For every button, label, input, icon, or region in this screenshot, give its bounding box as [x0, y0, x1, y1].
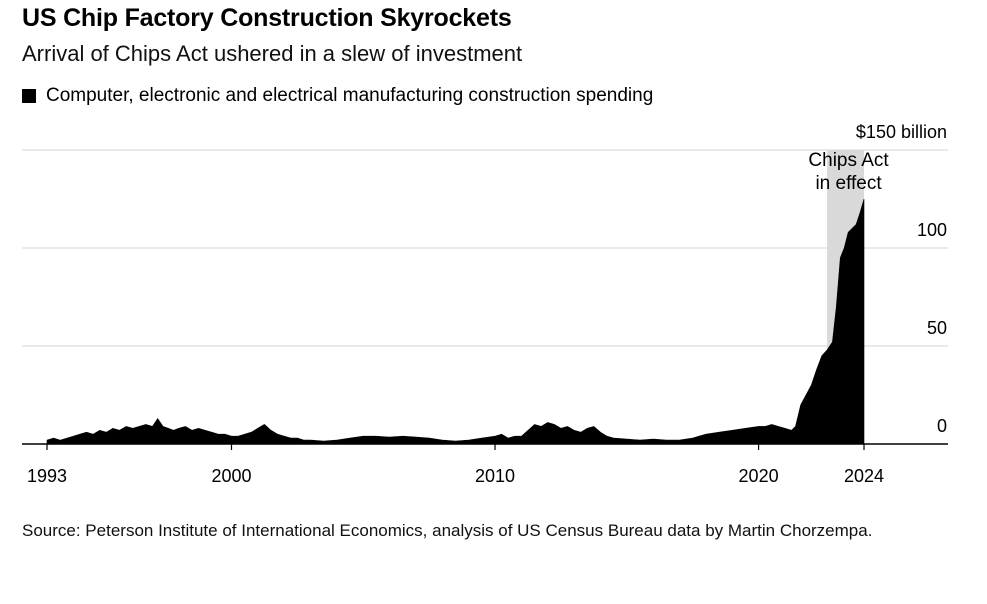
gridlines — [22, 149, 948, 347]
x-tick-label: 2024 — [844, 466, 884, 486]
area-series-path — [46, 198, 865, 445]
annotation-label: in effect — [815, 173, 882, 194]
y-tick-label: 50 — [927, 318, 947, 338]
y-tick-label: 100 — [917, 220, 947, 240]
legend-label: Computer, electronic and electrical manu… — [46, 85, 654, 106]
y-axis-labels: 0 50 100 $150 billion — [856, 122, 947, 436]
x-axis-labels: 1993 2000 2010 2020 2024 — [27, 466, 884, 486]
series-area — [46, 198, 865, 445]
y-tick-label: 0 — [937, 416, 947, 436]
x-tick-label: 2020 — [739, 466, 779, 486]
x-tick-label: 2000 — [211, 466, 251, 486]
legend-swatch — [22, 89, 36, 103]
legend: Computer, electronic and electrical manu… — [22, 85, 653, 107]
chart-subtitle: Arrival of Chips Act ushered in a slew o… — [22, 41, 523, 66]
x-tick-label: 2010 — [475, 466, 515, 486]
annotation-label: Chips Act — [808, 150, 889, 171]
y-tick-label: $150 billion — [856, 122, 947, 142]
source-note: Source: Peterson Institute of Internatio… — [22, 521, 873, 540]
chart-title: US Chip Factory Construction Skyrockets — [22, 4, 512, 32]
x-tick-label: 1993 — [27, 466, 67, 486]
x-axis — [22, 443, 948, 450]
